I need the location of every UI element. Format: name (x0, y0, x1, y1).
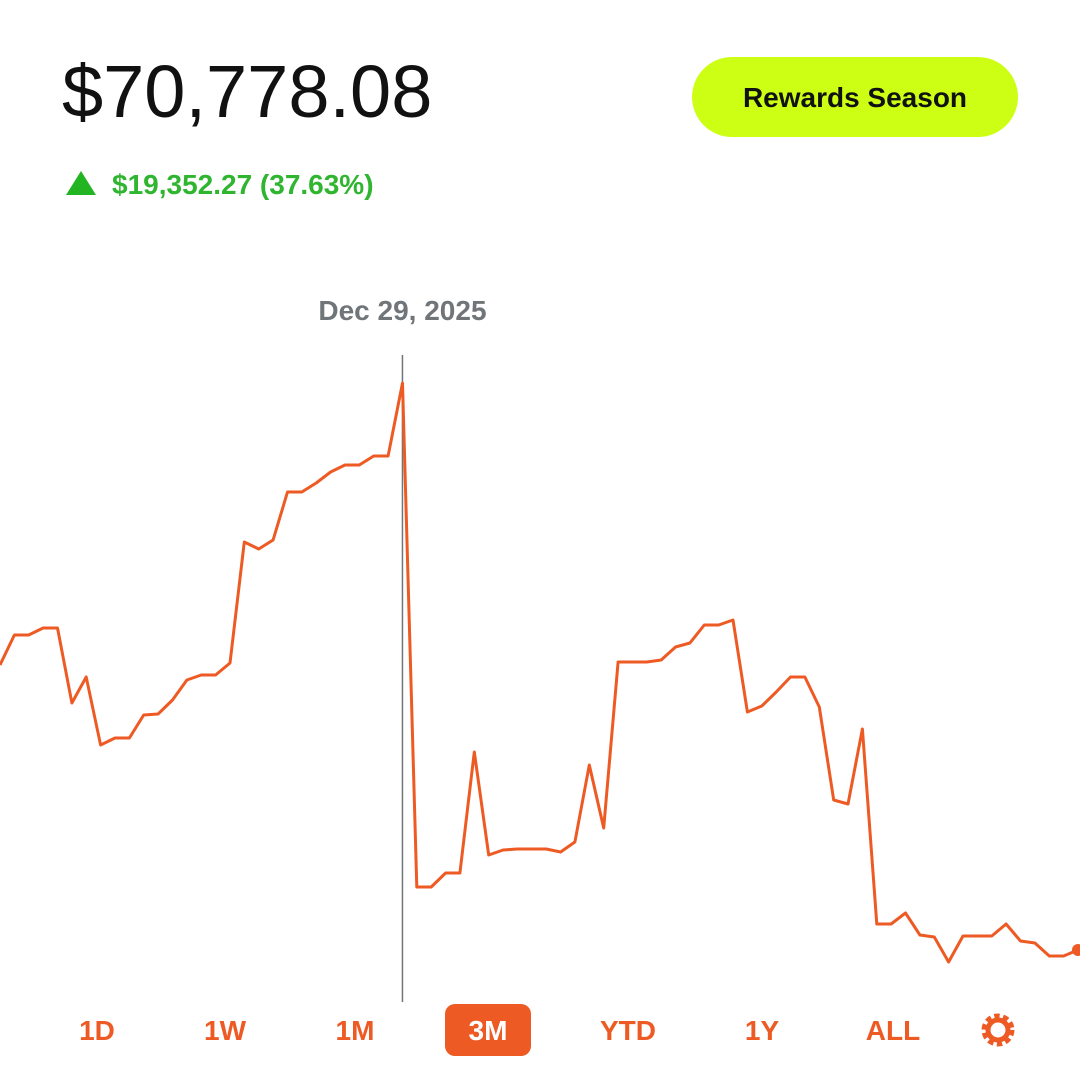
gear-ring[interactable] (985, 1017, 1011, 1043)
button-label[interactable]: Rewards Season (743, 82, 967, 113)
range-button[interactable]: 1D (79, 1015, 115, 1046)
range-button[interactable]: YTD (600, 1015, 656, 1046)
range-button[interactable]: 1Y (745, 1015, 780, 1046)
end-dot (1072, 944, 1080, 956)
up-arrow (66, 171, 96, 195)
rewards-button[interactable]: Rewards Season (692, 57, 1018, 137)
range-selector: 1D 1W 1M 3M YTD 1Y ALL (79, 1004, 920, 1056)
range-button[interactable]: 1M (336, 1015, 375, 1046)
balance: $70,778.08 (62, 50, 432, 133)
chart (0, 355, 1080, 1002)
change: $19,352.27 (37.63%) (112, 169, 374, 200)
price-line (0, 381, 1079, 964)
range-button[interactable]: 3M (469, 1015, 508, 1046)
range-button[interactable]: 1W (204, 1015, 247, 1046)
range-button[interactable]: ALL (866, 1015, 920, 1046)
range-selected-bg[interactable] (445, 1004, 531, 1056)
tooltip-date: Dec 29, 2025 (318, 295, 486, 326)
gear-teeth[interactable] (981, 1013, 1015, 1047)
settings-gear[interactable] (981, 1013, 1015, 1047)
button-background[interactable] (692, 57, 1018, 137)
